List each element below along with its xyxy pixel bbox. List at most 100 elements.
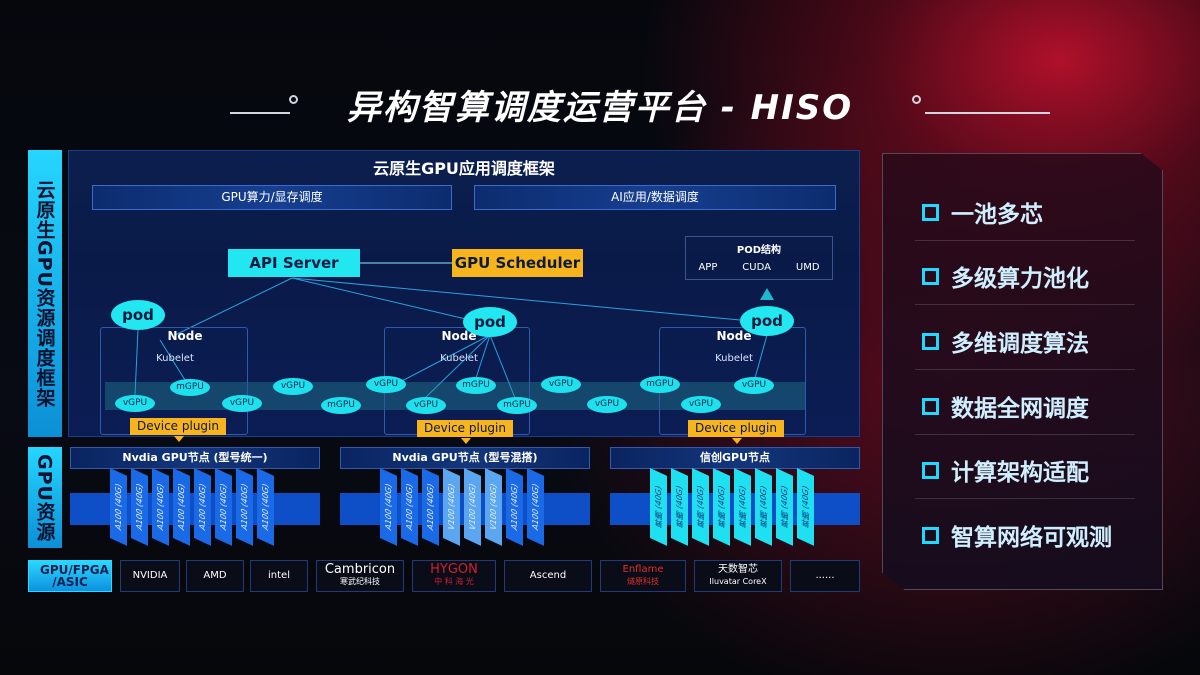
gpu-card-label: 昇腾 (40G)	[801, 484, 810, 530]
gpu-card: A100 (40G)	[131, 468, 148, 546]
feature-text: 智算网络可观测	[951, 525, 1112, 551]
pod-bubble: pod	[463, 307, 517, 337]
arrow-down-icon	[461, 438, 471, 444]
gpu-node-header: Nvdia GPU节点 (型号统一)	[70, 447, 320, 469]
feature-divider	[915, 434, 1135, 435]
pod-structure-item: APP	[698, 262, 718, 273]
gpu-card-label: A100 (40G)	[177, 481, 186, 533]
title-deco-line-left	[230, 112, 290, 114]
arrow-down-icon	[174, 436, 184, 442]
gpu-card: A100 (40G)	[527, 468, 544, 546]
subbar-ai-data-scheduling: AI应用/数据调度	[474, 185, 836, 210]
feature-item: 多级算力池化	[922, 259, 1089, 293]
gpu-slice-chip: mGPU	[170, 379, 210, 396]
pod-bubble: pod	[740, 306, 794, 336]
vendor-logo: 天数智芯 Iluvatar CoreX	[694, 560, 782, 592]
gpu-card: A100 (40G)	[257, 468, 274, 546]
pod-structure-box: POD结构 APP CUDA UMD	[685, 236, 833, 280]
gpu-scheduler-box: GPU Scheduler	[452, 249, 583, 277]
checkbox-square-icon	[922, 397, 939, 415]
gpu-slice-chip: vGPU	[115, 395, 155, 412]
gpu-card: 昇腾 (40G)	[776, 468, 793, 546]
gpu-card-label: 昇腾 (40G)	[654, 484, 663, 530]
gpu-card-label: A100 (40G)	[219, 481, 228, 533]
vendor-name: Enflame	[622, 564, 664, 575]
gpu-card: A100 (40G)	[506, 468, 523, 546]
gpu-card-label: 昇腾 (40G)	[696, 484, 705, 530]
vendor-name: Cambricon	[324, 562, 396, 577]
vendor-category-label: GPU/FPGA /ASIC	[28, 560, 112, 592]
checkbox-square-icon	[922, 461, 939, 479]
vendor-logo: NVIDIA	[120, 560, 180, 592]
vendor-name: HYGON	[430, 562, 478, 577]
gpu-card: A100 (40G)	[173, 468, 190, 546]
gpu-card: 昇腾 (40G)	[755, 468, 772, 546]
gpu-slice-chip: mGPU	[497, 397, 537, 414]
gpu-card: V100 (40G)	[464, 468, 481, 546]
gpu-node-header: Nvdia GPU节点 (型号混搭)	[340, 447, 590, 469]
feature-item: 数据全网调度	[922, 389, 1089, 423]
gpu-card-label: A100 (40G)	[114, 481, 123, 533]
vendor-logo: intel	[250, 560, 308, 592]
gpu-slice-chip: vGPU	[541, 376, 581, 393]
gpu-card: 昇腾 (40G)	[713, 468, 730, 546]
vendor-category-text: GPU/FPGA /ASIC	[40, 563, 109, 589]
gpu-card-label: A100 (40G)	[240, 481, 249, 533]
title-deco-line-right	[925, 112, 1050, 114]
vendor-logo: HYGON 中 科 海 光	[412, 560, 496, 592]
framework-side-label: 云原生GPU资源调度框架	[28, 150, 62, 437]
feature-divider	[915, 240, 1135, 241]
vendor-logo: Enflame 燧原科技	[600, 560, 686, 592]
feature-item: 智算网络可观测	[922, 518, 1112, 552]
feature-item: 多维调度算法	[922, 324, 1089, 358]
gpu-slice-chip: mGPU	[640, 376, 680, 393]
gpu-card-label: 昇腾 (40G)	[675, 484, 684, 530]
node-label: Node	[441, 329, 477, 343]
gpu-card: V100 (40G)	[485, 468, 502, 546]
pod-structure-item: UMD	[795, 262, 820, 273]
checkbox-square-icon	[922, 526, 939, 544]
checkbox-square-icon	[922, 203, 939, 221]
gpu-card-label: A100 (40G)	[531, 481, 540, 533]
feature-text: 一池多芯	[951, 202, 1043, 228]
node-box	[659, 327, 806, 435]
gpu-card-label: A100 (40G)	[426, 481, 435, 533]
title-deco-dot-right	[912, 95, 921, 104]
feature-item: 计算架构适配	[922, 453, 1089, 487]
pod-bubble: pod	[111, 300, 165, 330]
gpu-card-label: A100 (40G)	[384, 481, 393, 533]
vendor-name: 天数智芯	[718, 564, 758, 575]
vendor-name: intel	[268, 570, 290, 581]
gpu-card: 昇腾 (40G)	[734, 468, 751, 546]
feature-text: 计算架构适配	[951, 460, 1089, 486]
gpu-card: 昇腾 (40G)	[650, 468, 667, 546]
features-panel	[882, 153, 1163, 590]
gpu-card: A100 (40G)	[152, 468, 169, 546]
pod-structure-title: POD结构	[736, 245, 782, 256]
gpu-slice-chip: mGPU	[456, 377, 496, 394]
vendor-logo: Cambricon 寒武纪科技	[316, 560, 404, 592]
gpu-card-label: 昇腾 (40G)	[780, 484, 789, 530]
vendor-logo: ......	[790, 560, 860, 592]
gpu-card-label: A100 (40G)	[510, 481, 519, 533]
checkbox-square-icon	[922, 267, 939, 285]
gpu-card-label: 昇腾 (40G)	[717, 484, 726, 530]
gpu-card-label: A100 (40G)	[135, 481, 144, 533]
gpu-card-label: V100 (40G)	[447, 481, 456, 533]
gpu-card: V100 (40G)	[443, 468, 460, 546]
gpu-card: A100 (40G)	[236, 468, 253, 546]
device-plugin-box: Device plugin	[688, 420, 784, 437]
gpu-card-label: 昇腾 (40G)	[738, 484, 747, 530]
arrow-down-icon	[732, 438, 742, 444]
vendor-subname: 燧原科技	[627, 577, 659, 586]
gpu-card-label: A100 (40G)	[405, 481, 414, 533]
pod-structure-item: CUDA	[742, 262, 771, 273]
gpu-card: A100 (40G)	[422, 468, 439, 546]
gpu-slice-chip: vGPU	[222, 395, 262, 412]
gpu-card-label: V100 (40G)	[468, 481, 477, 533]
gpu-slice-chip: vGPU	[734, 377, 774, 394]
gpu-card-label: 昇腾 (40G)	[759, 484, 768, 530]
vendor-subname: 寒武纪科技	[340, 577, 380, 586]
feature-text: 多维调度算法	[951, 331, 1089, 357]
page-title: 异构智算调度运营平台 - HISO	[346, 88, 854, 128]
